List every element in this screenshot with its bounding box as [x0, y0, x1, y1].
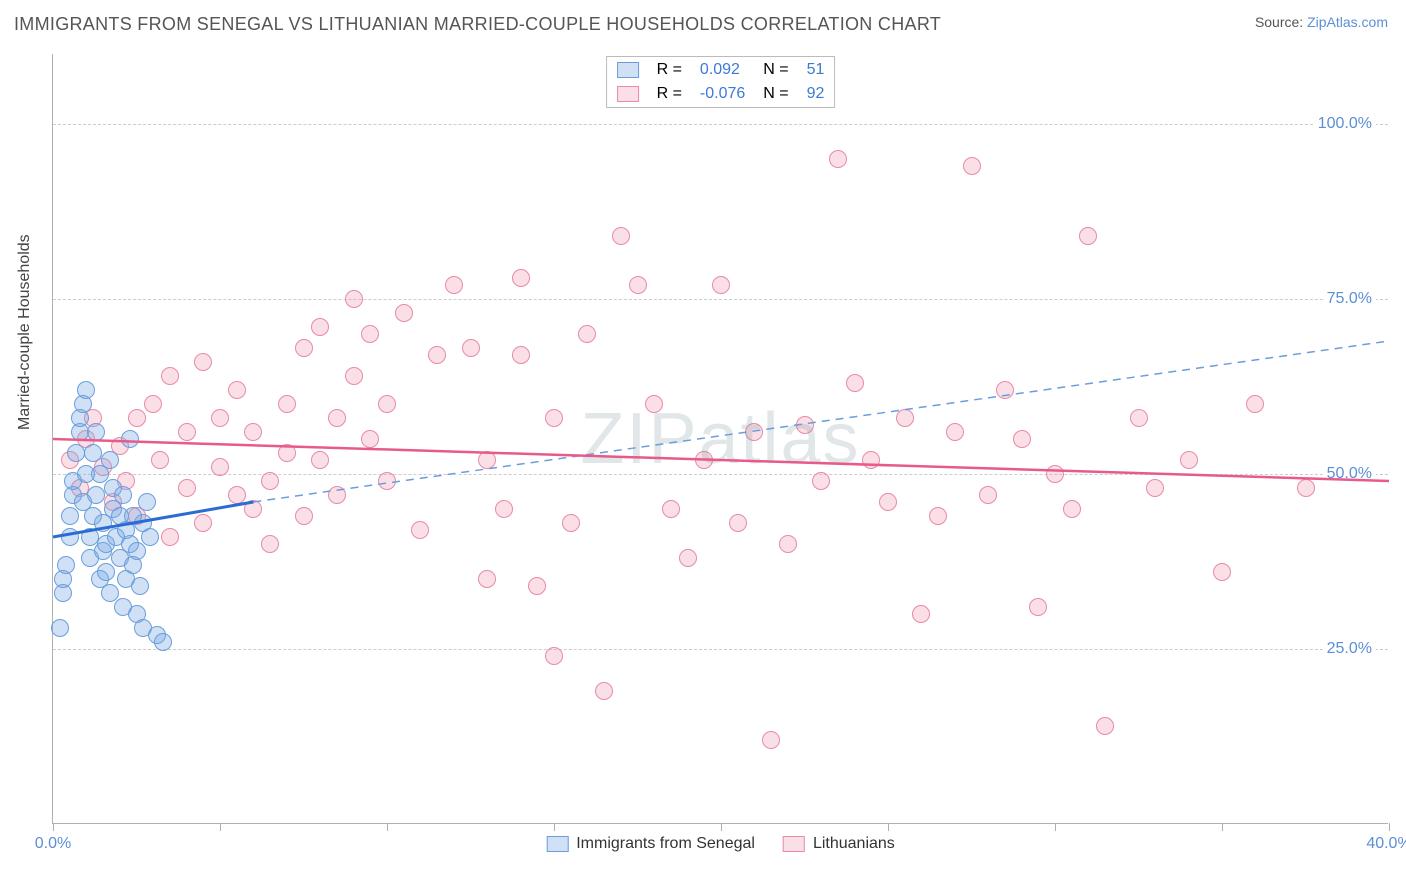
chart-header: IMMIGRANTS FROM SENEGAL VS LITHUANIAN MA…: [0, 0, 1406, 48]
x-tick: [53, 823, 54, 831]
n-value: 92: [799, 83, 833, 105]
correlation-legend: R = 0.092N = 51R = -0.076N = 92: [606, 56, 836, 108]
n-label: N =: [755, 59, 796, 81]
r-label: R =: [649, 59, 690, 81]
legend-row: R = -0.076N = 92: [609, 83, 833, 105]
trend-line: [53, 439, 1389, 481]
scatter-plot-area: ZIPatlas R = 0.092N = 51R = -0.076N = 92…: [52, 54, 1388, 824]
x-tick: [554, 823, 555, 831]
r-label: R =: [649, 83, 690, 105]
legend-label: Immigrants from Senegal: [576, 835, 755, 853]
series-legend: Immigrants from Senegal Lithuanians: [546, 835, 895, 853]
n-label: N =: [755, 83, 796, 105]
x-tick: [1222, 823, 1223, 831]
legend-swatch: [546, 836, 568, 852]
source-attribution: Source: ZipAtlas.com: [1255, 14, 1388, 30]
legend-label: Lithuanians: [813, 835, 895, 853]
x-tick: [387, 823, 388, 831]
r-value: 0.092: [692, 59, 753, 81]
chart-title: IMMIGRANTS FROM SENEGAL VS LITHUANIAN MA…: [14, 14, 941, 35]
legend-swatch: [617, 62, 639, 78]
trend-line: [253, 341, 1389, 502]
legend-item: Lithuanians: [783, 835, 895, 853]
x-tick: [1055, 823, 1056, 831]
n-value: 51: [799, 59, 833, 81]
legend-swatch: [617, 86, 639, 102]
x-tick: [721, 823, 722, 831]
x-tick: [888, 823, 889, 831]
trend-lines-layer: [53, 54, 1388, 823]
x-tick: [220, 823, 221, 831]
legend-item: Immigrants from Senegal: [546, 835, 755, 853]
legend-swatch: [783, 836, 805, 852]
legend-row: R = 0.092N = 51: [609, 59, 833, 81]
x-tick: [1389, 823, 1390, 831]
source-link[interactable]: ZipAtlas.com: [1307, 14, 1388, 30]
y-axis-label: Married-couple Households: [16, 234, 34, 430]
x-tick-label: 0.0%: [35, 835, 71, 853]
x-tick-label: 40.0%: [1366, 835, 1406, 853]
r-value: -0.076: [692, 83, 753, 105]
trend-line: [53, 502, 253, 537]
